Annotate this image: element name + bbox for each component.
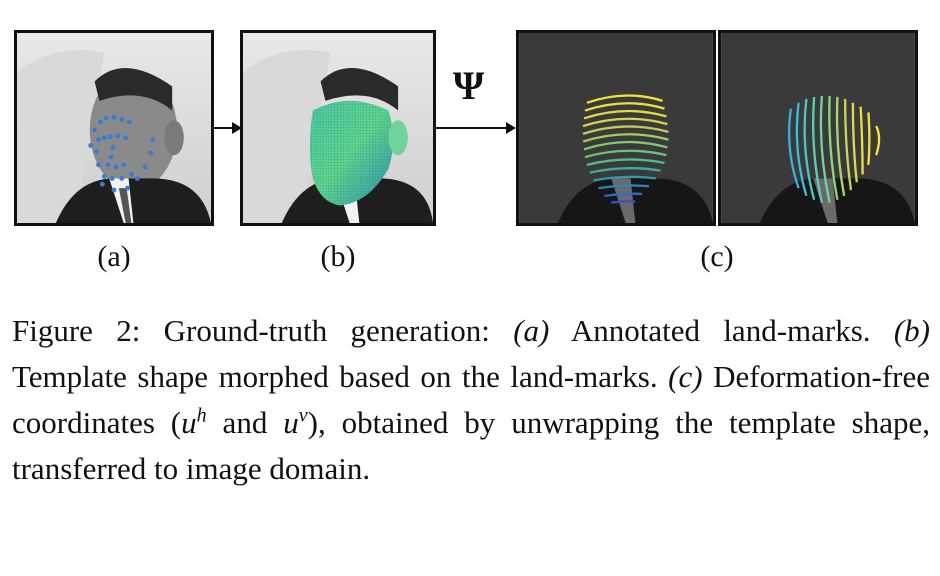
caption-u-h: u [181,405,197,440]
caption-part-4: Deformation-free coordinates ( [12,359,930,440]
caption-part-6: ), obtained by unwrapping the template s… [12,405,930,486]
panel-c-vertical-image [718,30,918,226]
caption-u-v: u [283,405,299,440]
portrait-landmarks [17,33,211,223]
figure-caption: Figure 2: Ground-truth generation: (a) A… [12,308,930,492]
caption-figure-label: Figure 2: [12,313,141,348]
label-b: (b) [320,240,356,273]
caption-part-2: Annotated land-marks. [549,313,894,348]
caption-part-1: Ground-truth generation: [140,313,514,348]
panel-a-image [14,30,214,226]
label-a: (a) [97,240,131,273]
arrow-a-to-b [214,122,242,134]
caption-ref-c: (c) [668,359,703,394]
caption-ref-a: (a) [513,313,550,348]
arrow-b-to-c [436,122,516,134]
panel-b-image [240,30,436,226]
portrait-uv-contours [721,33,915,223]
portrait-template-shape [243,33,433,223]
caption-sup-v: v [298,404,308,427]
panel-c-horizontal-image [516,30,716,226]
portrait-uh-contours [519,33,713,223]
caption-ref-b: (b) [893,313,930,348]
caption-sup-h: h [196,404,207,427]
caption-part-3: Template shape morphed based on the land… [12,359,669,394]
caption-part-5: and [206,405,284,440]
label-c: (c) [700,240,734,273]
psi-symbol: Ψ [453,63,485,108]
